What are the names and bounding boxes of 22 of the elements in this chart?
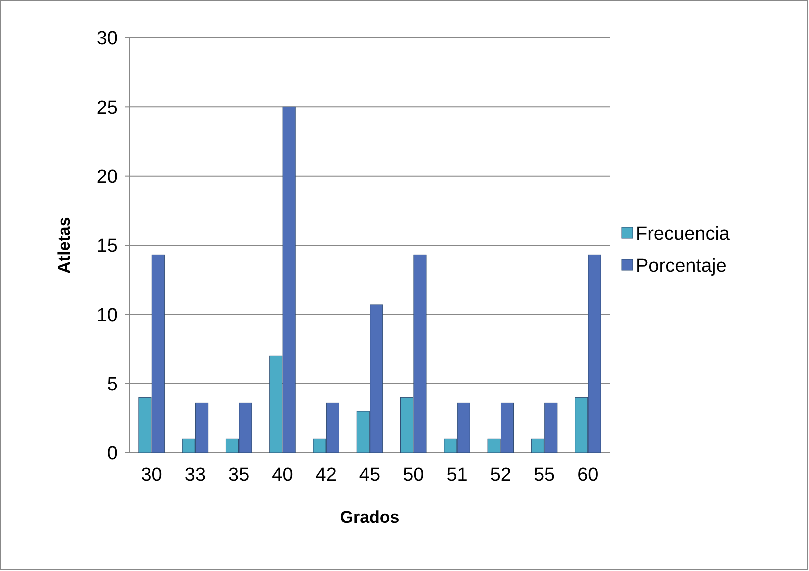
y-tick-label: 20 xyxy=(96,166,118,188)
legend-label: Frecuencia xyxy=(636,224,730,246)
x-tick-label: 42 xyxy=(316,465,337,486)
y-tick-label: 10 xyxy=(96,305,118,326)
x-tick-label: 35 xyxy=(228,465,250,486)
x-tick-label: 55 xyxy=(534,465,556,486)
x-tick-label: 52 xyxy=(490,465,512,486)
legend-label: Porcentaje xyxy=(636,256,727,278)
x-tick-label: 30 xyxy=(141,465,162,486)
y-tick-label: 25 xyxy=(96,98,118,119)
y-tick-label: 5 xyxy=(107,374,118,396)
x-tick-label: 45 xyxy=(359,465,381,486)
x-tick-label: 60 xyxy=(578,465,599,486)
x-tick-label: 51 xyxy=(446,465,468,486)
x-axis-title: Grados xyxy=(340,508,400,527)
y-axis-title: Atletas xyxy=(55,217,74,274)
y-tick-label: 30 xyxy=(96,28,118,50)
x-tick-label: 50 xyxy=(403,465,424,486)
y-tick-label: 0 xyxy=(107,444,118,465)
y-tick-label: 15 xyxy=(96,236,118,258)
x-tick-label: 40 xyxy=(272,465,294,486)
x-tick-label: 33 xyxy=(184,465,206,486)
